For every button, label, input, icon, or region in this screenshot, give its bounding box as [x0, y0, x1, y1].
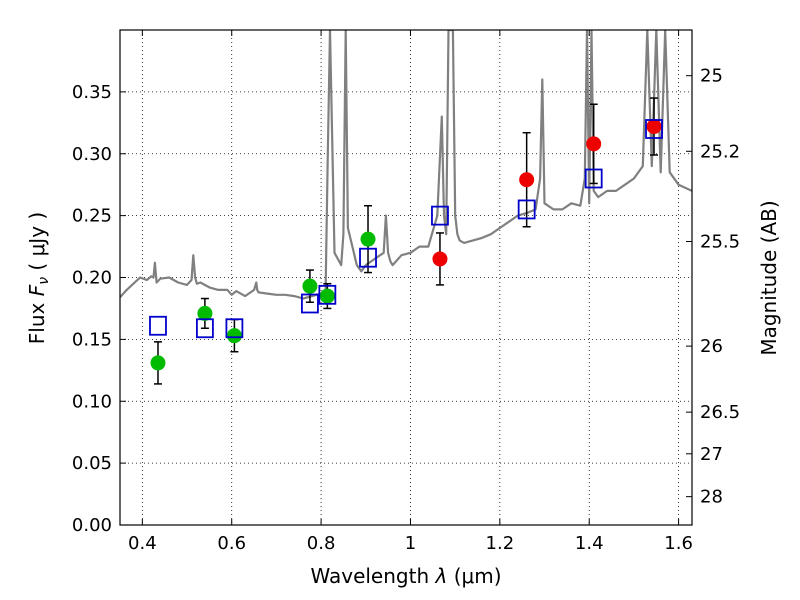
y-tick-label: 0.15 [72, 329, 112, 350]
model-square-marker [318, 284, 337, 305]
model-spectrum-line [120, 30, 692, 300]
red-data-point [519, 172, 535, 188]
y-tick-label: 0.00 [72, 515, 112, 536]
model-square-marker [196, 318, 214, 339]
y-axis-label: Flux Fν ( μJy ) [25, 212, 52, 344]
mag-tick-label: 27 [700, 444, 723, 465]
x-tick-label: 0.8 [307, 533, 336, 554]
x-tick-label: 1.2 [486, 533, 515, 554]
red-data-point [586, 136, 602, 152]
red-data-point [646, 119, 662, 135]
model-square-marker [517, 199, 536, 220]
marker-layer [149, 119, 663, 371]
y-tick-label: 0.25 [72, 206, 112, 227]
green-data-point [319, 288, 335, 304]
green-data-point [150, 355, 166, 371]
x-tick-label: 0.4 [128, 533, 157, 554]
model-square-marker [431, 205, 449, 226]
model-square-marker [584, 168, 603, 189]
mag-tick-label: 26 [700, 336, 723, 357]
mag-tick-label: 25.2 [700, 141, 740, 162]
green-data-point [226, 328, 242, 344]
x-tick-label: 1.4 [575, 533, 604, 554]
mag-tick-label: 26.5 [700, 402, 740, 423]
green-data-point [302, 278, 318, 294]
mag-tick-label: 25.5 [700, 232, 740, 253]
mag-tick-label: 28 [700, 487, 723, 508]
green-data-point [197, 305, 213, 321]
y-tick-label: 0.05 [72, 453, 112, 474]
green-data-point [360, 231, 376, 247]
x-tick-label: 1 [405, 533, 416, 554]
model-square-marker [645, 119, 663, 139]
mag-tick-label: 25 [700, 66, 723, 87]
model-square-marker [301, 293, 319, 314]
y-tick-label: 0.20 [72, 268, 112, 289]
grid-lines [120, 30, 692, 525]
x-axis-label: Wavelength λ (μm) [310, 564, 501, 588]
model-square-marker [359, 247, 377, 268]
y-tick-label: 0.35 [72, 82, 112, 103]
red-data-point [432, 251, 448, 267]
x-tick-label: 1.6 [664, 533, 693, 554]
model-square-marker [149, 315, 167, 336]
model-square-marker [225, 318, 244, 339]
model-spectrum-layer [120, 30, 692, 300]
y-tick-label: 0.10 [72, 391, 112, 412]
x-tick-label: 0.6 [217, 533, 246, 554]
plot-frame [119, 29, 693, 526]
y2-axis-label: Magnitude (AB) [757, 200, 781, 355]
tick-layer: 0.4 0.6 0.8 1 1.2 1.4 1.6 0.00 0.05 0.10 0.15 0.20 0… [72, 30, 740, 554]
y-tick-label: 0.30 [72, 144, 112, 165]
